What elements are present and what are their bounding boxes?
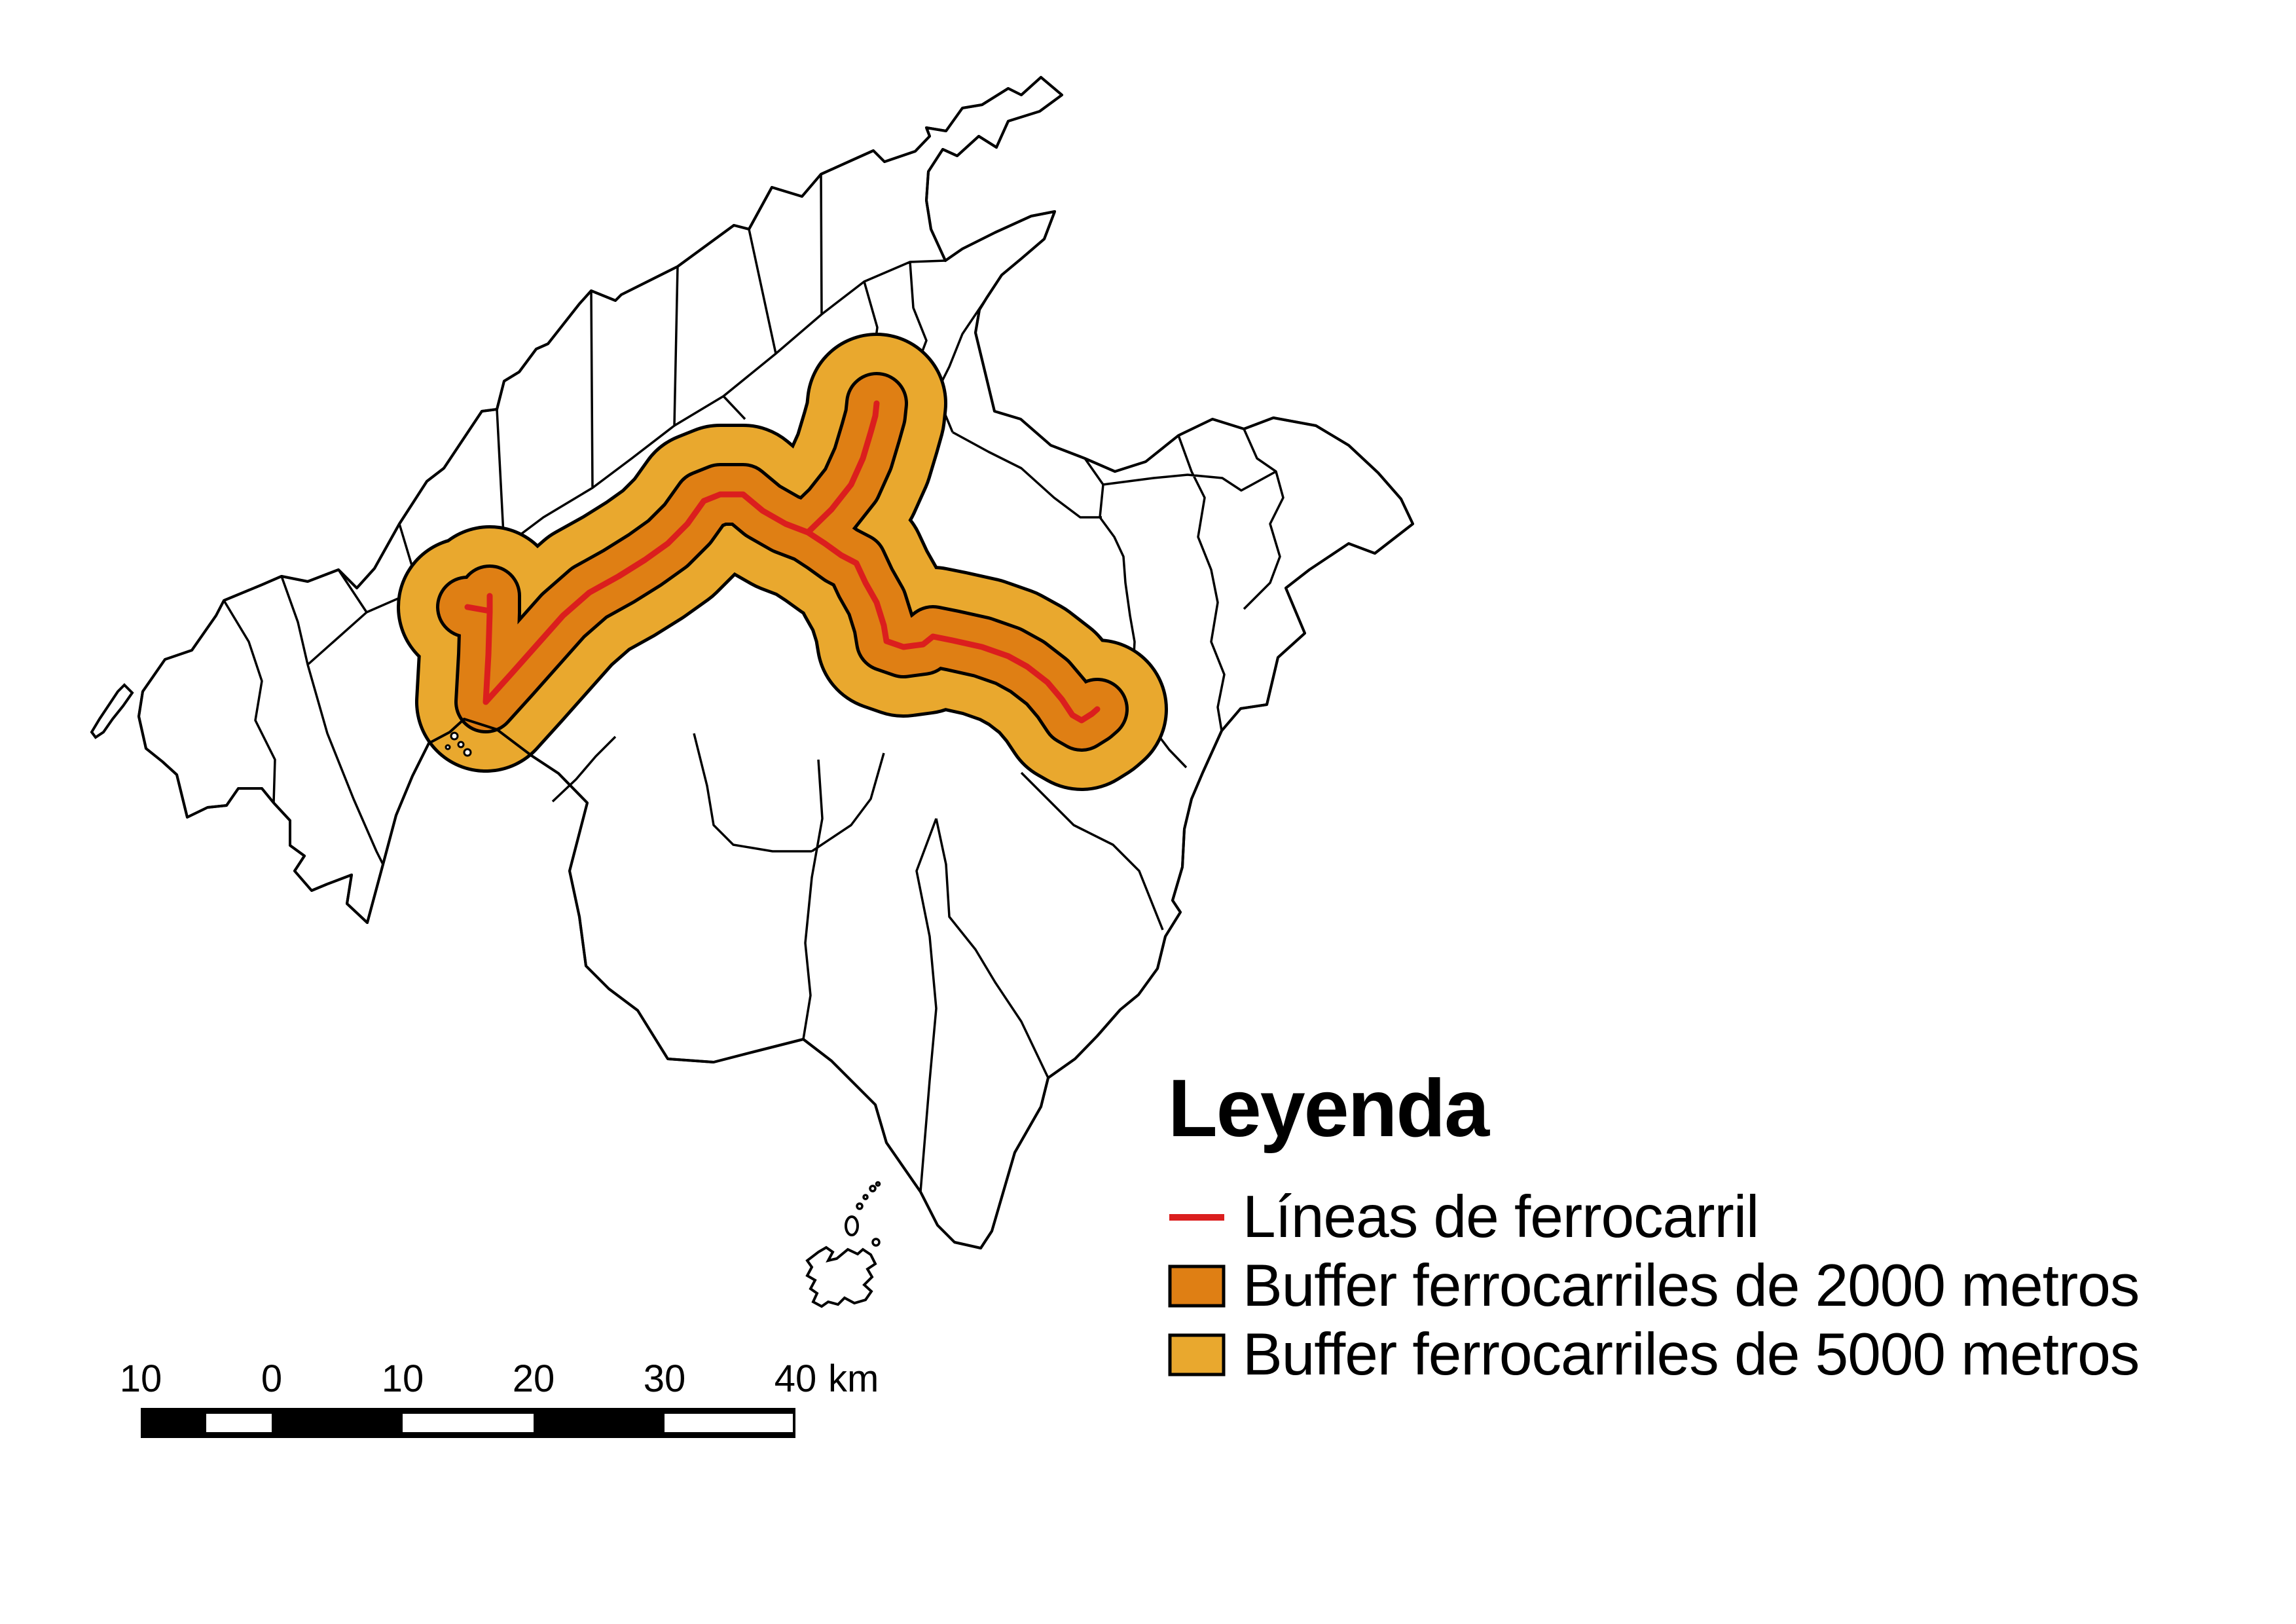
legend-item-label: Líneas de ferrocarril	[1243, 1184, 1759, 1251]
dragonera-island	[90, 683, 134, 739]
scale-bar-white-segment	[206, 1414, 272, 1432]
scale-tick-label: 40	[774, 1357, 817, 1400]
palma-bay-islets	[445, 731, 472, 757]
scale-tick-label: 0	[261, 1357, 283, 1400]
cabrera-islets	[856, 1181, 881, 1247]
scale-bar-labels: 10 0 10 20 30 40 km	[120, 1357, 1031, 1400]
scale-tick-label: 10	[119, 1357, 162, 1400]
legend-item-buffer-5000: Buffer ferrocarriles de 5000 metros	[1168, 1320, 2140, 1389]
railway-line-symbol	[1168, 1211, 1226, 1224]
legend-title: Leyenda	[1168, 1063, 1489, 1154]
legend: Leyenda Líneas de ferrocarril Buffer fer…	[1168, 1063, 2140, 1389]
scale-bar-white-segment	[403, 1414, 534, 1432]
legend-item-buffer-2000: Buffer ferrocarriles de 2000 metros	[1168, 1251, 2140, 1320]
scale-tick-label: 30	[643, 1357, 686, 1400]
scale-bar-white-segment	[665, 1414, 793, 1432]
buffer-5000-swatch	[1168, 1333, 1226, 1376]
scale-tick-label: 10	[381, 1357, 424, 1400]
legend-item-label: Buffer ferrocarriles de 2000 metros	[1243, 1253, 2140, 1320]
buffer-2000-swatch	[1168, 1264, 1226, 1308]
legend-item-railway: Líneas de ferrocarril	[1168, 1183, 2139, 1251]
scale-bar: 10 0 10 20 30 40 km	[120, 1357, 1031, 1442]
legend-items: Líneas de ferrocarril Buffer ferrocarril…	[1168, 1183, 2140, 1389]
municipal-borders	[223, 174, 1285, 1192]
scale-unit-label: km	[828, 1357, 879, 1400]
scale-tick-label: 20	[512, 1357, 555, 1400]
legend-item-label: Buffer ferrocarriles de 5000 metros	[1243, 1321, 2140, 1388]
cabrera-island	[805, 1215, 877, 1308]
scale-bar-bar	[141, 1408, 795, 1438]
